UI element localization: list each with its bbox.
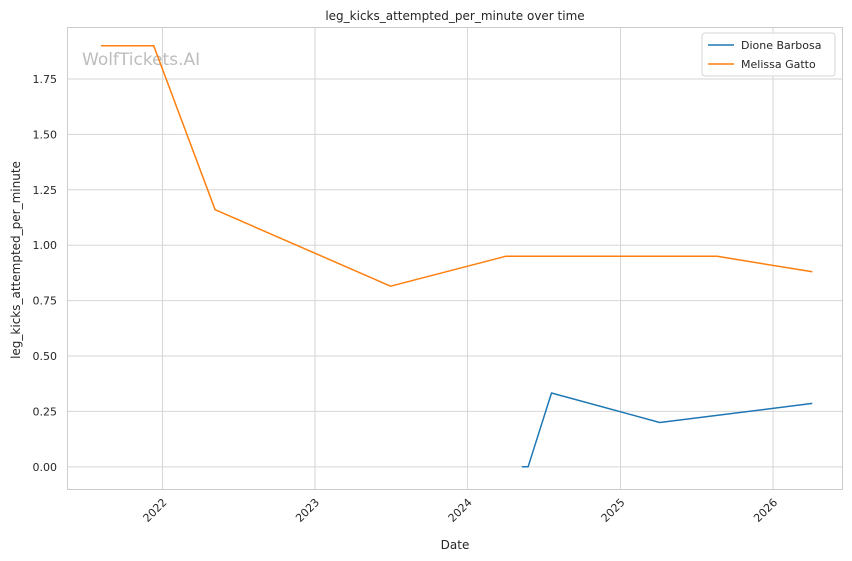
series-layer (101, 44, 813, 468)
y-tick-label: 0.75 (33, 295, 58, 308)
legend-box (701, 32, 836, 77)
series-line-dione-barbosa (521, 392, 813, 468)
legend: Dione Barbosa Melissa Gatto (701, 32, 836, 77)
y-axis: 0.00 0.25 0.50 0.75 1.00 1.25 1.50 1.75 (33, 73, 58, 474)
y-tick-label: 1.25 (33, 184, 58, 197)
y-tick-label: 1.75 (33, 73, 58, 86)
x-axis-label: Date (441, 538, 470, 552)
series-line-melissa-gatto (101, 44, 813, 287)
grid (68, 28, 842, 489)
y-axis-label: leg_kicks_attempted_per_minute (9, 161, 23, 359)
plot-frame (67, 27, 843, 490)
y-tick-label: 1.50 (33, 128, 58, 141)
y-tick-label: 0.25 (33, 405, 58, 418)
legend-label-melissa-gatto: Melissa Gatto (741, 58, 816, 71)
watermark: WolfTickets.AI (82, 50, 200, 70)
y-tick-label: 1.00 (33, 239, 58, 252)
legend-label-dione-barbosa: Dione Barbosa (741, 39, 822, 52)
y-tick-label: 0.00 (33, 461, 58, 474)
chart-title: leg_kicks_attempted_per_minute over time (325, 9, 584, 23)
y-tick-label: 0.50 (33, 350, 58, 363)
